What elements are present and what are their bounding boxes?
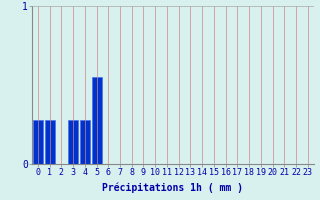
Bar	[33, 120, 43, 164]
Bar	[44, 120, 55, 164]
Bar	[92, 77, 101, 164]
X-axis label: Précipitations 1h ( mm ): Précipitations 1h ( mm )	[102, 183, 243, 193]
Bar	[68, 120, 78, 164]
Bar	[80, 120, 90, 164]
